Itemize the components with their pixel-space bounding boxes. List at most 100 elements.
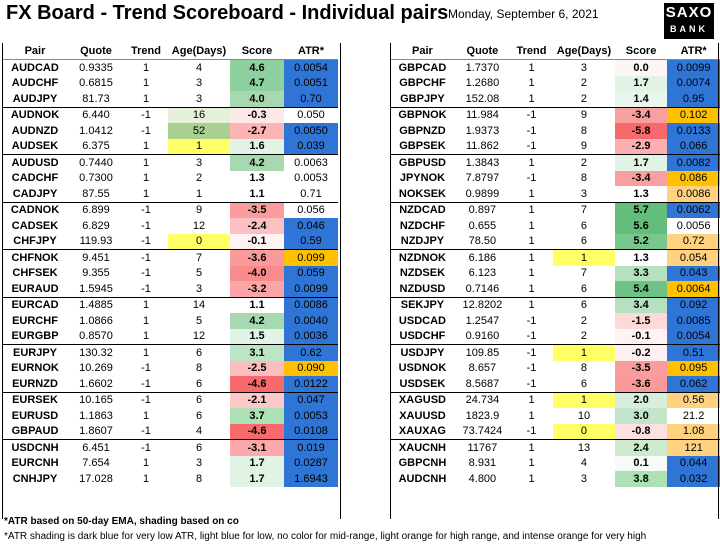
atr-cell: 0.062 — [667, 376, 720, 392]
trend-cell: 1 — [142, 314, 150, 327]
col-trend-header: Trend — [509, 43, 554, 60]
table-row: GBPAUD 1.8607 -1 4 -4.6 0.0108 — [2, 423, 338, 440]
trend-cell: -1 — [141, 362, 151, 375]
quote-cell: 1.2547 — [465, 314, 500, 327]
pair-cell: CHFJPY — [13, 235, 57, 248]
trend-cell: -1 — [141, 267, 151, 280]
atr-cell: 0.102 — [667, 106, 720, 123]
quote-cell: 0.7300 — [79, 172, 113, 185]
quote-cell: 0.9899 — [465, 187, 500, 200]
left-table-right-border — [340, 43, 341, 519]
pair-cell: XAUCNH — [390, 439, 455, 456]
logo-line-2: BANK — [670, 24, 708, 34]
score-cell: -3.6 — [230, 249, 284, 266]
score-cell: -3.4 — [614, 170, 668, 186]
score-cell: -5.8 — [614, 123, 668, 139]
atr-cell: 0.086 — [667, 170, 720, 186]
trend-cell: 1 — [528, 219, 535, 232]
score-cell: -1.5 — [614, 313, 668, 329]
age-cell: 6 — [195, 409, 203, 422]
score-cell: -2.4 — [230, 218, 284, 234]
quote-cell: 119.93 — [79, 235, 113, 248]
quote-cell: 1.5945 — [79, 282, 113, 295]
pair-cell: EURCAD — [2, 296, 68, 313]
pair-cell: AUDSEK — [11, 140, 59, 153]
quote-cell: 8.931 — [468, 457, 497, 470]
quote-cell: 6.123 — [468, 267, 497, 280]
trend-cell: -1 — [141, 235, 151, 248]
quote-cell: 0.897 — [454, 201, 510, 218]
pair-cell: USDSEK — [399, 377, 446, 390]
quote-cell: 152.08 — [465, 92, 500, 105]
quote-cell: 7.8797 — [465, 172, 500, 185]
pair-cell: GBPCNH — [398, 457, 447, 470]
score-cell: -2.5 — [230, 360, 284, 376]
table-row: XAGUSD 24.734 1 1 2.0 0.56 — [390, 391, 720, 408]
atr-cell: 0.047 — [284, 391, 338, 408]
trend-cell: -1 — [526, 330, 537, 343]
quote-cell: 81.73 — [82, 92, 110, 105]
table-row: EURNOK 10.269 -1 8 -2.5 0.090 — [2, 360, 338, 376]
atr-cell: 0.044 — [667, 455, 720, 471]
trend-cell: -1 — [141, 282, 151, 295]
score-cell: 2.4 — [614, 439, 668, 456]
age-cell: 3 — [195, 92, 203, 105]
score-cell: 3.0 — [614, 408, 668, 424]
score-cell: 4.2 — [230, 154, 284, 171]
age-cell: 14 — [168, 296, 230, 313]
trend-cell: -1 — [124, 391, 168, 408]
trend-cell: 1 — [142, 172, 150, 185]
score-cell: -3.5 — [230, 201, 284, 218]
pair-cell: NZDCHF — [399, 219, 446, 232]
quote-cell: 0.655 — [468, 219, 497, 232]
table-row: NZDNOK 6.186 1 1 1.3 0.054 — [390, 249, 720, 266]
col-score-header: Score — [230, 43, 284, 60]
col-score-header: Score — [614, 43, 668, 60]
col-age-header: Age(Days) — [168, 43, 230, 60]
score-cell: 2.0 — [614, 391, 668, 408]
pair-cell: EURCHF — [12, 314, 58, 327]
pair-cell: EURNZD — [12, 377, 58, 390]
table-row: NZDJPY 78.50 1 6 5.2 0.72 — [390, 233, 720, 250]
score-cell: 1.4 — [614, 91, 668, 107]
score-cell: 5.6 — [614, 218, 668, 234]
trend-cell: 1 — [509, 154, 554, 171]
age-cell: 9 — [553, 106, 615, 123]
age-cell: 9 — [168, 201, 230, 218]
atr-cell: 0.0133 — [667, 123, 720, 139]
atr-cell: 0.95 — [667, 91, 720, 107]
quote-cell: 9.355 — [82, 267, 110, 280]
score-cell: -2.1 — [230, 391, 284, 408]
table-row: USDJPY 109.85 -1 1 -0.2 0.51 — [390, 344, 720, 361]
age-cell: 6 — [580, 282, 588, 295]
trend-cell: 1 — [124, 344, 168, 361]
trend-cell: 1 — [509, 249, 554, 266]
score-cell: 1.3 — [249, 172, 265, 185]
trend-cell: -1 — [141, 219, 151, 232]
pair-cell: NZDJPY — [400, 235, 445, 248]
score-cell: 1.3 — [633, 187, 649, 200]
score-cell: 1.7 — [230, 455, 284, 471]
atr-cell: 0.019 — [284, 439, 338, 456]
atr-cell: 0.0040 — [284, 313, 338, 329]
score-cell: -0.3 — [230, 106, 284, 123]
age-cell: 16 — [168, 106, 230, 123]
left-table-body: AUDCAD 0.9335 1 4 4.6 0.0054 AUDCHF 0.6815 1 3 4.7… — [2, 59, 338, 487]
quote-cell: 24.734 — [454, 391, 510, 408]
quote-cell: 0.7440 — [68, 154, 124, 171]
table-row: CADCHF 0.7300 1 2 1.3 0.0053 — [2, 171, 338, 187]
pair-cell: CADCHF — [11, 172, 59, 185]
right-scoreboard-table: Pair Quote Trend Age(Days) Score ATR* GB… — [390, 43, 720, 487]
col-atr-header: ATR* — [667, 43, 720, 60]
atr-cell: 0.050 — [284, 106, 338, 123]
pair-cell: EURAUD — [11, 282, 59, 295]
atr-cell: 0.046 — [284, 218, 338, 234]
quote-cell: 0.8570 — [79, 330, 113, 343]
atr-cell: 0.0053 — [284, 408, 338, 424]
trend-cell: 1 — [142, 330, 150, 343]
quote-cell: 1.7370 — [454, 59, 510, 76]
atr-cell: 0.0086 — [667, 186, 720, 202]
score-cell: 3.8 — [614, 471, 668, 487]
age-cell: 12 — [192, 330, 206, 343]
age-cell: 6 — [168, 391, 230, 408]
